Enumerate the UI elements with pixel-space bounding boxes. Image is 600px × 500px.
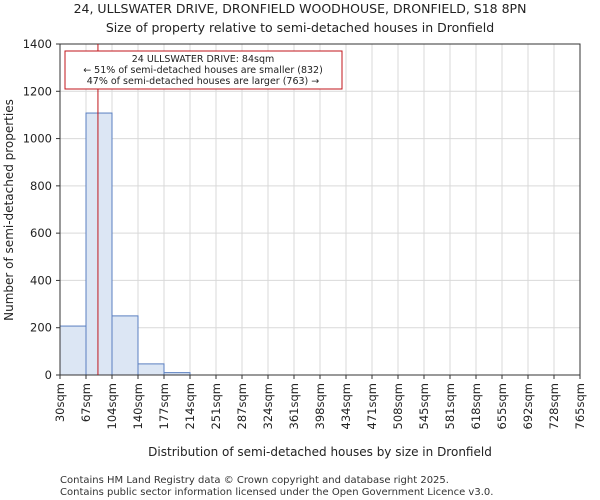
y-axis-ticks: 0 200 400 600 800 1000 1200 1400 bbox=[23, 37, 60, 382]
x-tick-label-5: 214sqm bbox=[183, 383, 197, 429]
x-tick-label-17: 655sqm bbox=[495, 383, 509, 429]
x-tick-label-2: 104sqm bbox=[105, 383, 119, 429]
x-axis-ticks: 30sqm 67sqm 104sqm 140sqm 177sqm 214sqm 251sqm… bbox=[53, 375, 587, 429]
x-tick-label-1: 67sqm bbox=[79, 383, 93, 422]
x-tick-label-4: 177sqm bbox=[157, 383, 171, 429]
y-tick-label-7: 1400 bbox=[23, 37, 52, 51]
x-axis-label: Distribution of semi-detached houses by … bbox=[148, 445, 492, 459]
y-tick-label-6: 1200 bbox=[23, 84, 52, 98]
chart-title: 24, ULLSWATER DRIVE, DRONFIELD WOODHOUSE… bbox=[74, 1, 527, 16]
y-tick-label-0: 0 bbox=[45, 368, 52, 382]
annotation-line-2: ← 51% of semi-detached houses are smalle… bbox=[83, 65, 323, 76]
x-tick-label-20: 765sqm bbox=[573, 383, 587, 429]
x-tick-label-14: 545sqm bbox=[417, 383, 431, 429]
bar-140sqm bbox=[137, 363, 165, 376]
x-tick-label-18: 692sqm bbox=[521, 383, 535, 429]
x-tick-label-12: 471sqm bbox=[365, 383, 379, 429]
footer-line-1: Contains HM Land Registry data © Crown c… bbox=[60, 475, 449, 486]
footer-line-2: Contains public sector information licen… bbox=[60, 487, 493, 498]
x-tick-label-0: 30sqm bbox=[53, 383, 67, 422]
y-tick-label-3: 600 bbox=[30, 226, 52, 240]
y-tick-label-2: 400 bbox=[30, 273, 52, 287]
bar-104sqm bbox=[111, 315, 139, 376]
annotation-line-3: 47% of semi-detached houses are larger (… bbox=[87, 76, 320, 87]
x-tick-label-3: 140sqm bbox=[131, 383, 145, 429]
x-tick-label-10: 398sqm bbox=[313, 383, 327, 429]
bars bbox=[59, 112, 191, 376]
bar-30sqm bbox=[59, 325, 87, 376]
x-tick-label-7: 287sqm bbox=[235, 383, 249, 429]
annotation-frame bbox=[64, 50, 343, 90]
y-axis-label: Number of semi-detached properties bbox=[2, 99, 16, 321]
annotation-line-1: 24 ULLSWATER DRIVE: 84sqm bbox=[132, 54, 275, 65]
x-tick-label-9: 361sqm bbox=[287, 383, 301, 429]
x-tick-label-13: 508sqm bbox=[391, 383, 405, 429]
x-tick-label-8: 324sqm bbox=[261, 383, 275, 429]
x-tick-label-15: 581sqm bbox=[443, 383, 457, 429]
x-tick-label-16: 618sqm bbox=[469, 383, 483, 429]
x-tick-label-19: 728sqm bbox=[547, 383, 561, 429]
y-tick-label-4: 800 bbox=[30, 179, 52, 193]
annotation-box: 24 ULLSWATER DRIVE: 84sqm ← 51% of semi-… bbox=[64, 50, 343, 90]
x-tick-label-6: 251sqm bbox=[209, 383, 223, 429]
chart-subtitle: Size of property relative to semi-detach… bbox=[106, 20, 494, 35]
y-tick-label-1: 200 bbox=[30, 321, 52, 335]
x-tick-label-11: 434sqm bbox=[339, 383, 353, 429]
bar-67sqm bbox=[85, 112, 113, 376]
y-tick-label-5: 1000 bbox=[23, 132, 52, 146]
